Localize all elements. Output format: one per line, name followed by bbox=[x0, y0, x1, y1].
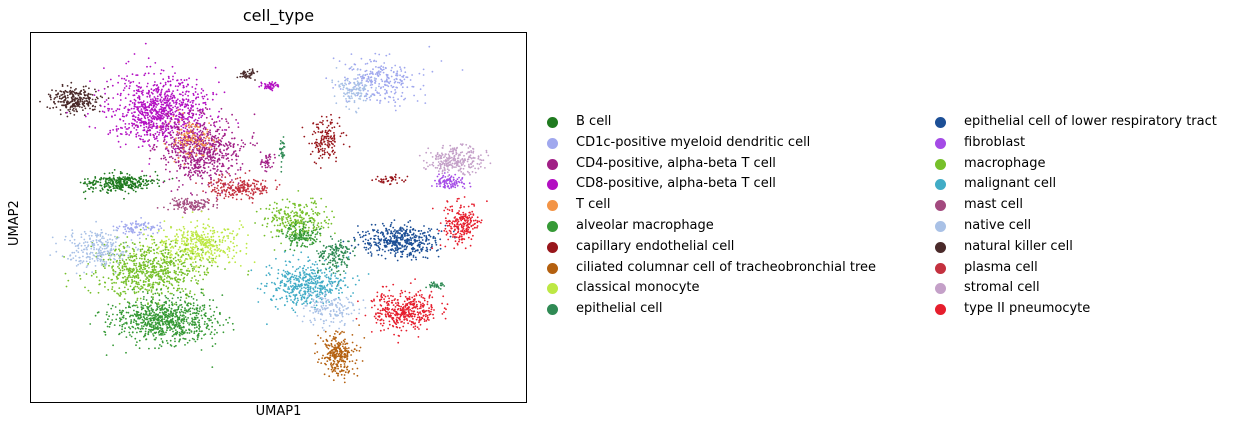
legend-marker bbox=[935, 262, 946, 274]
legend-label: natural killer cell bbox=[964, 238, 1073, 254]
legend-label: alveolar macrophage bbox=[576, 217, 714, 233]
cluster-points bbox=[314, 324, 366, 384]
legend-marker bbox=[547, 158, 558, 170]
plot-frame bbox=[30, 32, 527, 403]
cluster-points bbox=[236, 68, 259, 81]
cluster-points bbox=[316, 235, 356, 286]
legend-label: epithelial cell bbox=[576, 301, 663, 317]
legend-label: ciliated columnar cell of tracheobronchi… bbox=[576, 259, 877, 275]
legend-marker bbox=[547, 137, 558, 149]
legend-marker bbox=[547, 117, 558, 128]
legend-marker bbox=[935, 200, 946, 212]
x-axis-label: UMAP1 bbox=[255, 404, 302, 419]
legend-label: classical monocyte bbox=[576, 280, 700, 296]
legend-marker bbox=[547, 200, 558, 212]
legend-marker bbox=[547, 241, 558, 253]
legend-label: CD1c-positive myeloid dendritic cell bbox=[576, 134, 811, 150]
cluster-points bbox=[259, 151, 276, 173]
cluster-points bbox=[277, 219, 322, 252]
legend-marker bbox=[935, 158, 946, 170]
legend-label: native cell bbox=[964, 217, 1032, 233]
cluster-points bbox=[371, 173, 409, 186]
cluster-points bbox=[278, 136, 286, 173]
legend-label: type II pneumocyte bbox=[964, 301, 1091, 317]
cluster-points bbox=[158, 109, 220, 166]
legend-label: epithelial cell of lower respiratory tra… bbox=[964, 114, 1217, 129]
cluster-points bbox=[134, 107, 258, 199]
y-axis-label: UMAP2 bbox=[7, 200, 22, 246]
legend-label: mast cell bbox=[964, 197, 1024, 213]
cluster-points bbox=[89, 288, 235, 368]
legend-marker bbox=[935, 179, 946, 191]
legend-label: stromal cell bbox=[964, 280, 1040, 296]
cluster-points bbox=[431, 172, 472, 190]
legend-marker bbox=[547, 304, 558, 316]
legend-label: macrophage bbox=[964, 155, 1046, 171]
legend-marker bbox=[935, 137, 946, 149]
cluster-points bbox=[254, 190, 336, 251]
cluster-points bbox=[425, 281, 446, 290]
legend-marker bbox=[547, 283, 558, 295]
cluster-points bbox=[296, 283, 367, 332]
legend-label: CD4-positive, alpha-beta T cell bbox=[576, 155, 776, 171]
cluster-points bbox=[325, 45, 464, 112]
cluster-points bbox=[331, 66, 377, 114]
legend-label: fibroblast bbox=[964, 134, 1026, 150]
legend-label: T cell bbox=[576, 197, 611, 213]
legend-marker bbox=[935, 117, 946, 128]
legend-label: CD8-positive, alpha-beta T cell bbox=[576, 176, 776, 192]
cluster-points bbox=[301, 113, 351, 169]
cluster-points bbox=[112, 217, 173, 237]
legend-marker bbox=[935, 241, 946, 253]
cluster-points bbox=[258, 81, 280, 92]
points-layer bbox=[39, 42, 492, 384]
chart-title: cell_type bbox=[242, 6, 315, 25]
cluster-points bbox=[79, 169, 174, 200]
cluster-points bbox=[49, 220, 151, 275]
cluster-points bbox=[342, 219, 460, 262]
legend-marker bbox=[547, 220, 558, 232]
cluster-points bbox=[39, 81, 110, 118]
legend-marker bbox=[547, 262, 558, 274]
cluster-points bbox=[418, 143, 492, 178]
cluster-points bbox=[250, 251, 370, 326]
legend-marker bbox=[547, 179, 558, 191]
legend-label: B cell bbox=[576, 114, 612, 129]
legend-marker bbox=[935, 220, 946, 232]
cluster-points bbox=[195, 169, 281, 204]
cluster-points bbox=[66, 42, 240, 165]
cluster-points bbox=[63, 228, 250, 317]
legend-label: plasma cell bbox=[964, 259, 1038, 275]
cluster-points bbox=[355, 278, 449, 344]
legend-label: malignant cell bbox=[964, 176, 1057, 192]
legend-label: capillary endothelial cell bbox=[576, 238, 735, 254]
legend-marker bbox=[935, 283, 946, 295]
cluster-points bbox=[156, 194, 219, 215]
legend-marker bbox=[935, 304, 946, 316]
cluster-points bbox=[431, 196, 488, 250]
